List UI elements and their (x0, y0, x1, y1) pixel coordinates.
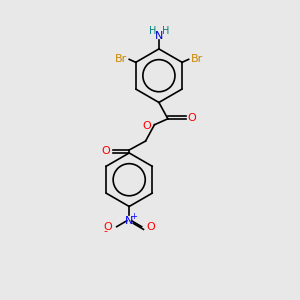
Text: H: H (149, 26, 156, 36)
Text: N: N (125, 216, 134, 226)
Text: O: O (187, 112, 196, 123)
Text: O: O (101, 146, 110, 156)
Text: Br: Br (115, 54, 128, 64)
Text: H: H (162, 26, 169, 36)
Text: N: N (155, 32, 163, 41)
Text: O: O (142, 121, 151, 131)
Text: -: - (103, 226, 107, 236)
Text: O: O (103, 222, 112, 232)
Text: +: + (130, 212, 137, 221)
Text: Br: Br (190, 54, 203, 64)
Text: O: O (146, 222, 155, 232)
